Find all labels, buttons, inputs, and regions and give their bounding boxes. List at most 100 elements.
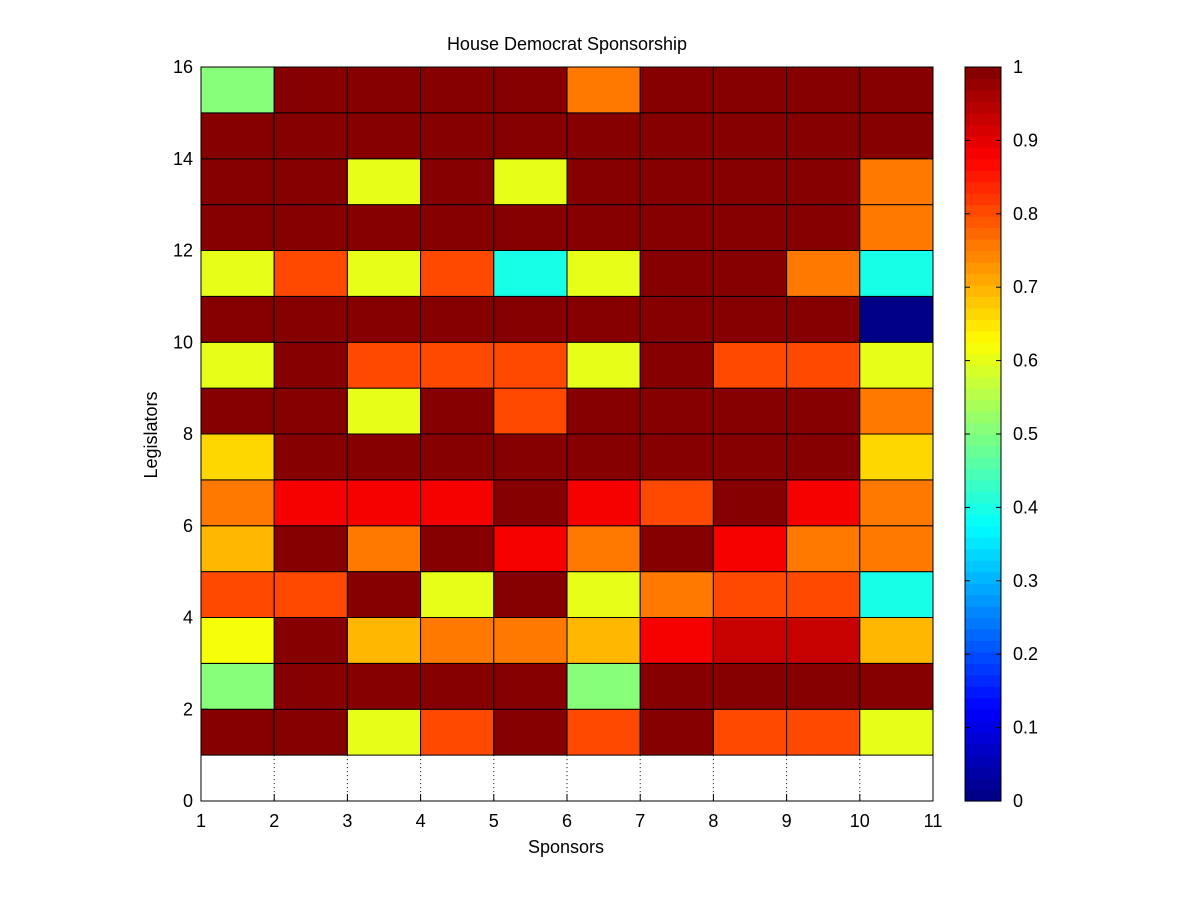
heatmap-cell bbox=[566, 387, 641, 435]
colorbar-segment bbox=[965, 755, 1001, 768]
heatmap-cell bbox=[712, 250, 788, 297]
heatmap-cell bbox=[273, 479, 348, 527]
colorbar-segment bbox=[965, 273, 1001, 286]
colorbar-segment bbox=[965, 709, 1001, 722]
colorbar-ticks: 0 0.1 0.2 0.3 0.4 0.5 0.6 0.7 0.8 0.9 1 bbox=[965, 57, 1038, 811]
heatmap-cell bbox=[273, 295, 348, 343]
colorbar-segment bbox=[965, 89, 1001, 103]
heatmap-cell bbox=[493, 433, 568, 481]
colorbar-segment bbox=[965, 502, 1001, 515]
heatmap-cell bbox=[273, 204, 348, 251]
colorbar-segment bbox=[965, 67, 1001, 80]
x-axis-label: Sponsors bbox=[528, 837, 604, 857]
colorbar-tick-label: 0.1 bbox=[1013, 718, 1038, 738]
colorbar-segment bbox=[965, 491, 1001, 504]
heatmap-cell bbox=[859, 479, 934, 527]
colorbar-segment bbox=[965, 789, 1001, 802]
colorbar-tick-label: 0.2 bbox=[1013, 644, 1038, 664]
heatmap-cell bbox=[493, 479, 568, 527]
heatmap-cell bbox=[273, 708, 348, 756]
heatmap-cell bbox=[273, 250, 348, 297]
heatmap-cell bbox=[786, 295, 861, 343]
heatmap-cell bbox=[273, 571, 348, 618]
heatmap-cell bbox=[420, 708, 495, 756]
heatmap-cell bbox=[200, 158, 275, 206]
x-tick-label: 10 bbox=[850, 811, 870, 831]
colorbar-segment bbox=[965, 537, 1001, 550]
colorbar-segment bbox=[965, 399, 1001, 412]
heatmap-cell bbox=[420, 204, 495, 251]
colorbar-segment bbox=[965, 617, 1001, 630]
colorbar-segment bbox=[965, 479, 1001, 492]
heatmap-cell bbox=[346, 662, 422, 710]
heatmap-cell bbox=[493, 525, 568, 573]
heatmap-cell bbox=[859, 617, 934, 664]
colorbar-segment bbox=[965, 319, 1001, 332]
heatmap-cell bbox=[639, 112, 714, 160]
colorbar-segment bbox=[965, 548, 1001, 561]
heatmap-cell bbox=[493, 295, 568, 343]
colorbar-tick-label: 0.5 bbox=[1013, 424, 1038, 444]
heatmap-cell bbox=[346, 571, 422, 618]
colorbar-segment bbox=[965, 216, 1001, 229]
heatmap-cell bbox=[566, 158, 641, 206]
x-tick-label: 3 bbox=[342, 811, 352, 831]
heatmap-cell bbox=[273, 525, 348, 573]
heatmap-cell bbox=[346, 479, 422, 527]
colorbar-tick-label: 0.7 bbox=[1013, 277, 1038, 297]
heatmap-cell bbox=[420, 250, 495, 297]
heatmap-cell bbox=[420, 617, 495, 664]
colorbar-segment bbox=[965, 147, 1001, 160]
heatmap-cell bbox=[493, 617, 568, 664]
heatmap-cell bbox=[566, 66, 641, 114]
heatmap-cell bbox=[346, 387, 422, 435]
x-tick-label: 2 bbox=[269, 811, 279, 831]
heatmap-cell bbox=[639, 525, 714, 573]
colorbar-tick-label: 0.4 bbox=[1013, 497, 1038, 517]
colorbar-segment bbox=[965, 651, 1001, 664]
heatmap-cell bbox=[786, 479, 861, 527]
colorbar-segment bbox=[965, 135, 1001, 148]
heatmap-cell bbox=[493, 112, 568, 160]
colorbar-segment bbox=[965, 514, 1001, 527]
heatmap-cell bbox=[786, 571, 861, 618]
heatmap-cell bbox=[493, 158, 568, 206]
heatmap-cell bbox=[200, 479, 275, 527]
heatmap-cell bbox=[273, 158, 348, 206]
x-axis-ticks: 1 2 3 4 5 6 7 8 9 10 11 bbox=[196, 794, 942, 831]
heatmap-cell bbox=[200, 708, 275, 756]
heatmap-cell bbox=[346, 433, 422, 481]
colorbar-segment bbox=[965, 101, 1001, 114]
colorbar-segment bbox=[965, 743, 1001, 756]
plot-area bbox=[200, 66, 934, 802]
heatmap-cell bbox=[859, 433, 934, 481]
heatmap-cell bbox=[639, 295, 714, 343]
heatmap-cell bbox=[712, 158, 788, 206]
heatmap-cell bbox=[273, 341, 348, 389]
heatmap-cell bbox=[859, 158, 934, 206]
colorbar-segment bbox=[965, 434, 1001, 447]
colorbar-segment bbox=[965, 284, 1001, 297]
heatmap-cell bbox=[200, 387, 275, 435]
heatmap-cell bbox=[420, 158, 495, 206]
x-tick-label: 1 bbox=[196, 811, 206, 831]
heatmap-cell bbox=[786, 204, 861, 251]
heatmap-cell bbox=[200, 617, 275, 664]
colorbar-tick-label: 0.6 bbox=[1013, 351, 1038, 371]
colorbar-segment bbox=[965, 628, 1001, 642]
y-tick-label: 8 bbox=[183, 424, 193, 444]
heatmap-cell bbox=[200, 66, 275, 114]
heatmap-cell bbox=[712, 433, 788, 481]
heatmap-cell bbox=[346, 204, 422, 251]
y-axis-label: Legislators bbox=[141, 391, 161, 478]
heatmap-cell bbox=[346, 250, 422, 297]
colorbar-segment bbox=[965, 296, 1001, 309]
heatmap-cell bbox=[712, 525, 788, 573]
colorbar-segment bbox=[965, 376, 1001, 389]
heatmap-cell bbox=[712, 204, 788, 251]
colorbar-segment bbox=[965, 445, 1001, 458]
colorbar-tick-label: 0.8 bbox=[1013, 204, 1038, 224]
heatmap-cell bbox=[493, 571, 568, 618]
heatmap-cell bbox=[566, 204, 641, 251]
